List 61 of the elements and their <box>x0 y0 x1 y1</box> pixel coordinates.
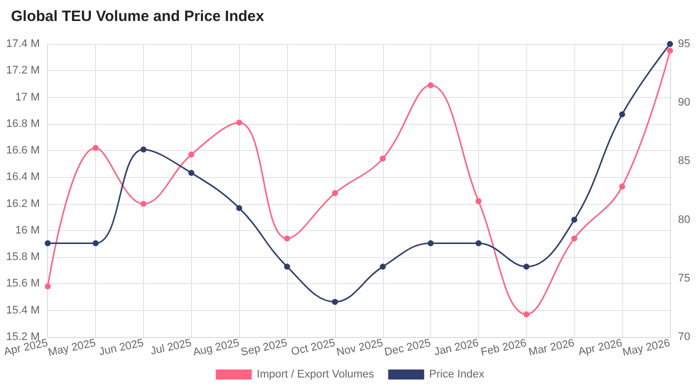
y-tick-label: 15.4 M <box>6 304 40 316</box>
x-tick-label: May 2025 <box>47 337 97 359</box>
x-tick-label: Dec 2025 <box>383 337 432 359</box>
x-tick-label: May 2026 <box>622 337 672 359</box>
point <box>571 216 578 223</box>
point <box>571 235 578 242</box>
point <box>619 184 626 190</box>
point <box>667 41 673 47</box>
y-tick-label: 17.4 M <box>6 38 40 50</box>
point <box>92 240 99 246</box>
point <box>188 152 194 158</box>
y-tick-label: 16 M <box>15 224 40 236</box>
chart-title: Global TEU Volume and Price Index <box>11 8 265 25</box>
x-tick-label: Jun 2025 <box>98 337 145 358</box>
point <box>523 311 530 318</box>
y2-tick-label: 85 <box>678 155 690 168</box>
point <box>236 120 242 126</box>
y2-tick-label: 95 <box>678 38 690 50</box>
legend-label: Import / Export Volumes <box>256 368 375 380</box>
y-tick-label: 16.8 M <box>6 118 40 130</box>
point <box>140 200 146 207</box>
x-tick-label: Nov 2025 <box>336 337 384 359</box>
point <box>667 48 673 54</box>
point <box>380 156 386 162</box>
point <box>619 111 626 118</box>
point <box>476 240 482 246</box>
x-tick-label: Feb 2026 <box>480 337 528 359</box>
y2-tick-label: 70 <box>678 331 690 343</box>
y-tick-label: 16.6 M <box>6 144 40 157</box>
y-tick-label: 16.4 M <box>6 171 40 184</box>
point <box>236 205 242 212</box>
point <box>380 264 386 270</box>
point <box>284 264 290 270</box>
y2-tick-label: 80 <box>678 214 690 226</box>
point <box>284 235 290 242</box>
y-tick-label: 16.2 M <box>6 198 40 210</box>
point <box>44 283 51 290</box>
point <box>428 82 434 88</box>
x-tick-label: Oct 2025 <box>290 337 336 358</box>
y-tick-label: 17 M <box>15 91 40 104</box>
point <box>476 198 482 204</box>
point <box>140 146 146 152</box>
x-tick-label: Aug 2025 <box>192 337 240 359</box>
point <box>523 264 530 270</box>
x-tick-label: Mar 2026 <box>528 337 576 359</box>
x-tick-label: Apr 2026 <box>577 337 624 358</box>
point <box>92 144 99 151</box>
y-tick-label: 17.2 M <box>6 64 40 77</box>
point <box>188 170 194 176</box>
x-tick-label: Sep 2025 <box>240 337 288 359</box>
y-tick-label: 15.8 M <box>6 251 40 264</box>
point <box>428 240 434 246</box>
y2-tick-label: 75 <box>678 272 690 284</box>
point <box>332 190 338 196</box>
y-tick-label: 15.6 M <box>6 278 40 290</box>
point <box>332 298 338 305</box>
x-tick-label: Jul 2025 <box>149 337 193 358</box>
point <box>44 240 51 246</box>
x-tick-label: Jan 2026 <box>433 337 480 358</box>
legend-label: Price Index <box>429 368 485 380</box>
y2-tick-label: 90 <box>678 96 690 109</box>
